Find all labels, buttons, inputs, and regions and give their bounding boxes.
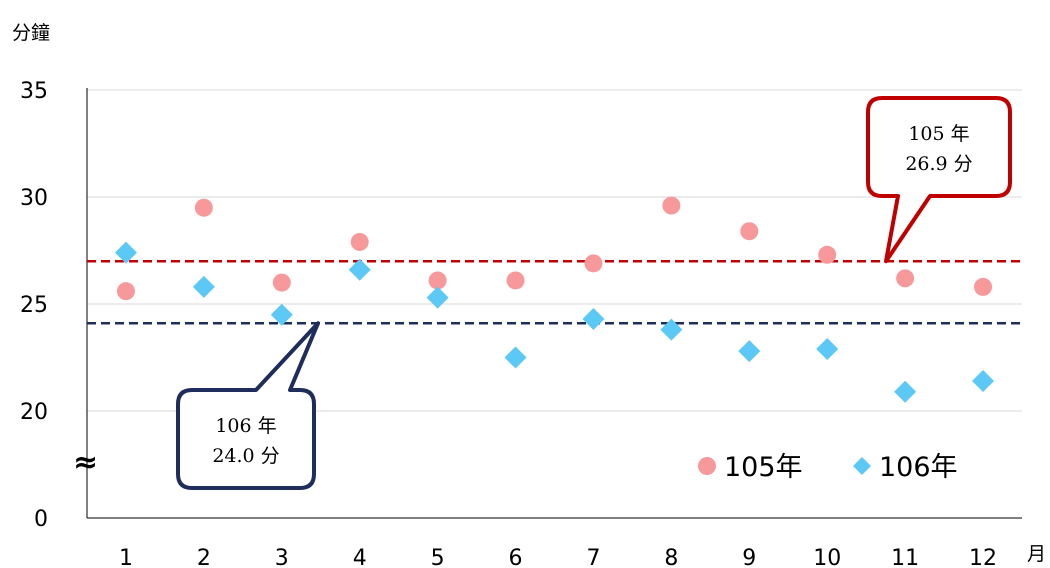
x-tick-label: 3: [275, 546, 289, 568]
x-tick-label: 8: [664, 546, 678, 568]
callout-text: 24.0 分: [212, 445, 279, 467]
x-tick-label: 6: [509, 546, 523, 568]
data-point-circle: [974, 277, 993, 296]
y-tick-label: 20: [20, 400, 48, 425]
data-point-diamond: [738, 340, 761, 363]
data-points: [114, 196, 995, 403]
axis-break-symbol: ≈: [73, 445, 98, 480]
callout-text: 106 年: [215, 415, 276, 437]
data-point-diamond: [348, 258, 371, 281]
data-point-circle: [116, 282, 135, 301]
x-tick-label: 10: [813, 546, 841, 568]
data-point-circle: [350, 232, 369, 251]
y-tick-label: 25: [20, 293, 48, 318]
data-point-circle: [818, 245, 837, 264]
callout-bubble: [176, 321, 320, 490]
legend-marker-diamond: [853, 457, 871, 475]
data-point-circle: [584, 254, 603, 273]
data-point-diamond: [504, 346, 527, 369]
y-tick-label: 30: [20, 186, 48, 211]
x-tick-label: 12: [969, 546, 997, 568]
x-tick-label: 7: [586, 546, 600, 568]
x-unit-label: 月: [1027, 543, 1046, 565]
x-tick-labels: 1 2 3 4 5 6 7 8 9 10 11 12: [119, 546, 997, 568]
data-point-diamond: [582, 307, 605, 330]
callout-bubble: [866, 96, 1012, 264]
legend: 105年 106年: [698, 452, 958, 483]
x-tick-label: 2: [197, 546, 211, 568]
x-tick-label: 9: [742, 546, 756, 568]
data-point-diamond: [114, 241, 137, 264]
y-unit-label: 分鐘: [12, 22, 50, 44]
reference-lines: [87, 259, 1022, 325]
data-point-diamond: [816, 337, 839, 360]
data-point-circle: [896, 269, 915, 288]
callout-text: 26.9 分: [905, 153, 972, 175]
data-point-circle: [506, 271, 525, 290]
x-tick-label: 1: [119, 546, 133, 568]
gridlines: [87, 89, 1022, 412]
data-point-circle: [272, 273, 291, 292]
x-tick-label: 4: [353, 546, 367, 568]
data-point-circle: [194, 198, 213, 217]
legend-marker-circle: [698, 457, 716, 475]
legend-label: 105年: [724, 452, 803, 483]
data-point-diamond: [270, 303, 293, 326]
data-point-diamond: [192, 275, 215, 298]
data-point-circle: [740, 222, 759, 241]
data-point-diamond: [660, 318, 683, 341]
axes: [86, 88, 1022, 519]
y-tick-label: 35: [20, 79, 48, 104]
callout-text: 105 年: [908, 123, 969, 145]
x-tick-label: 11: [891, 546, 919, 568]
x-tick-label: 5: [431, 546, 445, 568]
data-point-diamond: [972, 370, 995, 393]
data-point-circle: [428, 271, 447, 290]
legend-label: 106年: [879, 452, 958, 483]
callouts: 105 年 26.9 分 106 年 24.0 分: [176, 96, 1012, 490]
data-point-circle: [662, 196, 681, 215]
data-point-diamond: [894, 380, 917, 403]
y-tick-labels: 0 20 25 30 35: [20, 79, 48, 532]
y-tick-label: 0: [34, 507, 48, 532]
data-point-diamond: [426, 286, 449, 309]
